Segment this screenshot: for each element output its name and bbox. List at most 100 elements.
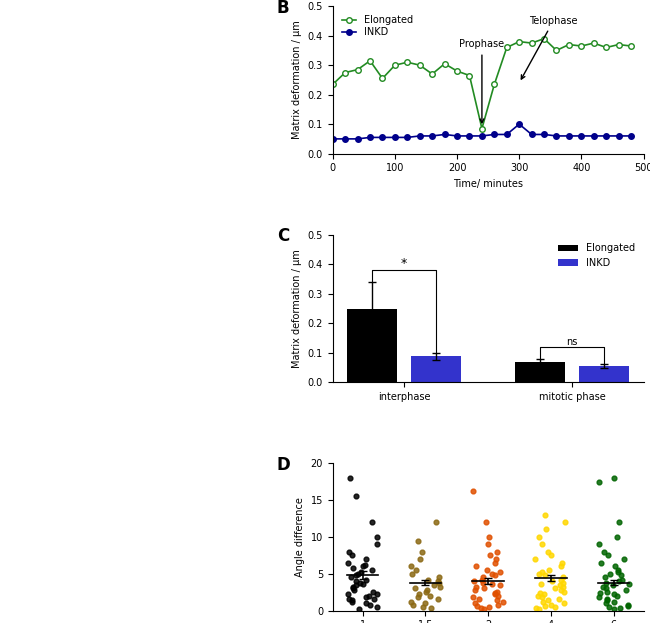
Point <box>482 565 493 575</box>
Point <box>550 584 560 594</box>
Point <box>558 578 569 587</box>
Point <box>361 574 371 584</box>
Point <box>534 569 544 579</box>
Text: Round
INKD: Round INKD <box>13 449 44 470</box>
Point <box>415 554 425 564</box>
Point <box>406 561 416 571</box>
Point <box>360 560 370 570</box>
Elongated <box>465 72 473 79</box>
Point <box>372 602 382 612</box>
Point <box>543 595 553 605</box>
Point <box>558 573 569 583</box>
Point <box>372 532 382 542</box>
Point <box>612 532 622 542</box>
Point <box>469 598 480 608</box>
Elongated <box>577 42 585 50</box>
Point <box>469 576 480 586</box>
Text: Interphase: Interphase <box>67 18 120 28</box>
Point <box>477 574 488 584</box>
Point <box>372 589 383 599</box>
Point <box>361 554 371 564</box>
Point <box>468 486 478 496</box>
Point <box>414 589 424 599</box>
Point <box>413 592 423 602</box>
INKD <box>416 132 424 140</box>
Point <box>543 565 554 575</box>
Point <box>356 567 367 577</box>
Point <box>478 584 489 594</box>
Point <box>603 595 613 605</box>
Point <box>411 565 421 575</box>
Point <box>614 576 624 586</box>
Point <box>615 603 625 613</box>
Elongated <box>515 38 523 45</box>
Point <box>608 589 619 599</box>
Line: Elongated: Elongated <box>330 36 634 131</box>
Point <box>478 573 488 583</box>
Point <box>534 532 544 542</box>
Point <box>422 585 432 595</box>
Point <box>608 581 619 591</box>
Point <box>540 601 551 611</box>
Point <box>408 600 419 610</box>
Elongated <box>391 62 399 69</box>
Elongated <box>478 125 486 132</box>
Point <box>608 597 619 607</box>
Point <box>483 540 493 549</box>
Point <box>343 558 354 568</box>
Point <box>623 600 633 610</box>
Point <box>491 595 502 605</box>
Point <box>348 563 358 573</box>
Elongated <box>329 80 337 88</box>
Point <box>413 536 423 546</box>
INKD <box>491 131 499 138</box>
Point <box>421 587 431 597</box>
Point <box>432 576 443 586</box>
Point <box>489 589 500 599</box>
Point <box>351 570 361 580</box>
Point <box>480 517 491 527</box>
Bar <box>515 362 566 382</box>
Point <box>351 492 361 502</box>
Elongated <box>590 39 598 47</box>
Point <box>346 597 357 607</box>
INKD <box>404 134 411 141</box>
Point <box>601 584 611 594</box>
Point <box>555 574 566 584</box>
Point <box>624 579 634 589</box>
Point <box>469 585 480 595</box>
Point <box>612 591 622 601</box>
Y-axis label: Matrix deformation / μm: Matrix deformation / μm <box>292 249 302 368</box>
Point <box>557 582 567 592</box>
Point <box>540 570 551 580</box>
Point <box>343 589 353 599</box>
Text: C: C <box>277 227 289 245</box>
Point <box>353 569 363 579</box>
INKD <box>391 134 399 141</box>
INKD <box>627 132 635 140</box>
Point <box>348 585 359 595</box>
Point <box>558 598 569 608</box>
Text: B: B <box>277 0 289 17</box>
Point <box>532 591 543 601</box>
Elongated <box>540 35 548 42</box>
Point <box>488 569 498 579</box>
Point <box>495 567 506 577</box>
INKD <box>515 120 523 128</box>
INKD <box>565 132 573 140</box>
Point <box>546 550 556 560</box>
Point <box>594 540 604 549</box>
Point <box>614 517 625 527</box>
Point <box>423 574 434 584</box>
Legend: Elongated, INKD: Elongated, INKD <box>554 240 639 272</box>
Point <box>490 570 501 580</box>
Point <box>473 594 484 604</box>
Elongated <box>627 42 635 50</box>
Point <box>368 587 378 597</box>
Elongated <box>341 69 349 76</box>
Point <box>478 578 488 587</box>
Point <box>594 588 604 598</box>
Point <box>361 598 371 608</box>
Point <box>435 582 445 592</box>
Point <box>604 569 615 579</box>
